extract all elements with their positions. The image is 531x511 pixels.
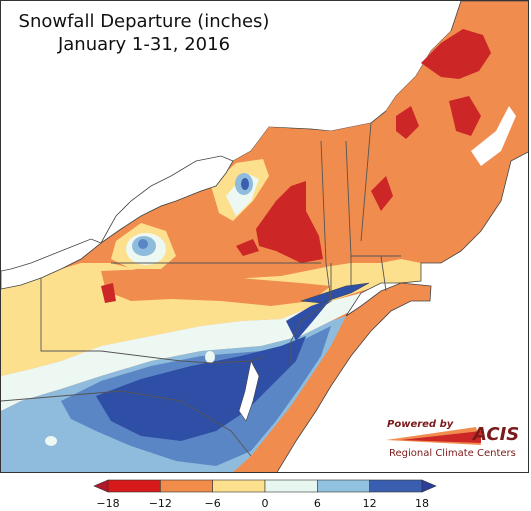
region-maine-red [421, 29, 491, 79]
legend-bin [160, 479, 213, 493]
region-ny-red [256, 181, 323, 263]
region-ny-red-west [236, 239, 259, 256]
legend-tick-label: 6 [313, 497, 321, 510]
legend-tick-label: 18 [415, 497, 429, 510]
snowfall-map [1, 1, 528, 472]
band-dark-blue [96, 336, 306, 441]
legend-bin [212, 479, 266, 493]
map-panel: Snowfall Departure (inches) January 1-31… [0, 0, 529, 473]
legend-bin [369, 479, 423, 493]
legend-tick-label: −6 [204, 497, 221, 510]
region-nh-red [396, 106, 419, 139]
region-maine-white [471, 106, 516, 166]
band-pa-red [101, 283, 116, 303]
map-title: Snowfall Departure (inches) [18, 11, 270, 32]
map-date-range: January 1-31, 2016 [57, 34, 231, 55]
spot-pale-md [205, 351, 215, 363]
region-wny-darkblue [138, 239, 148, 249]
legend-tick-label: 0 [261, 497, 269, 510]
legend-tick-label: 12 [362, 497, 377, 510]
legend-bin [317, 479, 370, 493]
region-vt-red [371, 176, 393, 211]
legend-bin [264, 479, 318, 493]
color-legend: −18 −12 −6 0 6 12 18 [90, 478, 440, 511]
powered-by-text: Powered by [387, 419, 454, 430]
long-island [300, 282, 370, 304]
band-pale [1, 293, 361, 411]
band-dark-blue-coast [286, 299, 331, 341]
acis-logo: Powered by ACIS Regional Climate Centers [381, 415, 521, 459]
lake-ontario [100, 155, 234, 244]
ocean-atlantic [276, 151, 528, 472]
legend-tick-label: −12 [148, 497, 172, 510]
legend-colorbar [93, 479, 437, 493]
legend-bin [107, 479, 161, 493]
legend-under-arrow [93, 479, 109, 493]
region-maine-red-2 [449, 96, 481, 136]
spot-lightblue-va [45, 436, 57, 446]
band-pa-orange [101, 269, 331, 306]
legend-tick-label: −18 [96, 497, 120, 510]
state-boundaries [1, 110, 401, 457]
chesapeake [238, 360, 260, 422]
region-tug-hill-darkblue [241, 178, 249, 190]
rcc-text: Regional Climate Centers [389, 448, 516, 459]
acis-wordmark: ACIS [471, 424, 519, 445]
legend-over-arrow [421, 479, 437, 493]
